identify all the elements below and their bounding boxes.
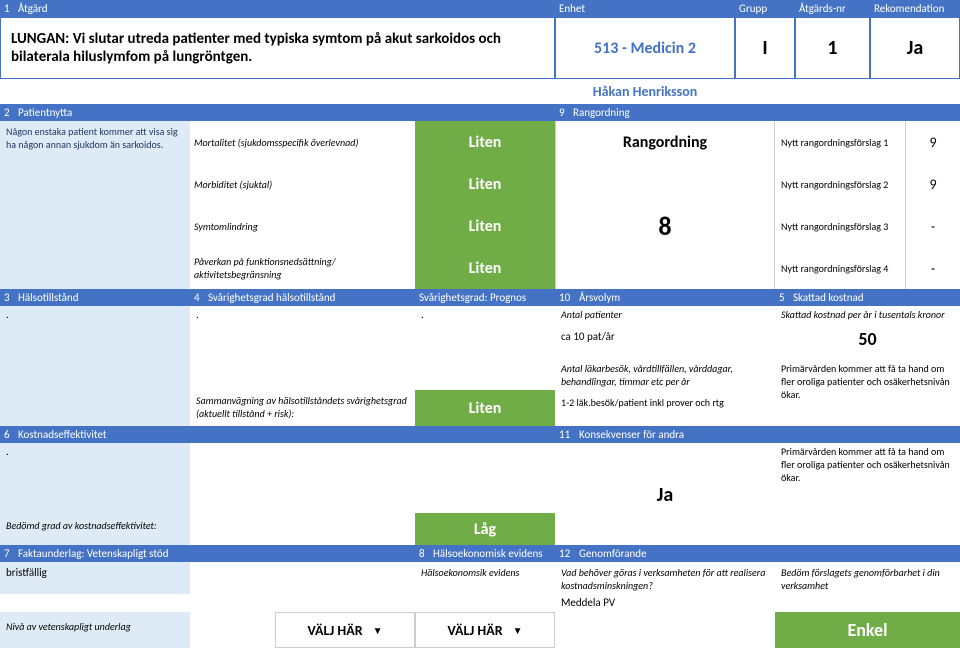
sec7-head: 7 Faktaunderlag: Vetenskapligt stöd xyxy=(0,545,415,562)
sec11-num: 11 xyxy=(559,428,579,441)
hdr-rekom: Rekomendation xyxy=(870,0,960,17)
sec6-primar: Primärvården kommer att få ta hand om fl… xyxy=(775,443,960,483)
patientnytta-text: Någon enstaka patient kommer att visa si… xyxy=(0,121,190,289)
primar1: Primärvården kommer att få ta hand om fl… xyxy=(775,360,960,390)
sec3-title: Hälsotillstånd xyxy=(18,291,78,304)
metric-3-label: Påverkan på funktionsnedsättning/ aktivi… xyxy=(190,247,415,289)
enhet-val: 513 - Medicin 2 xyxy=(594,39,696,58)
niva: Nivå av vetenskapligt underlag xyxy=(0,612,190,648)
metric-2-label: Symtomlindring xyxy=(190,205,415,247)
hdr-enhet: Enhet xyxy=(555,0,735,17)
nytt-3-lab: Nytt rangordningsförslag 4 xyxy=(775,247,905,289)
header-atgard: Åtgärd xyxy=(18,2,47,15)
metric-0-label: Mortalitet (sjukdomsspecifik överlevnad) xyxy=(190,121,415,163)
rang-2: 8 xyxy=(555,205,775,247)
nytt-2-val: - xyxy=(905,205,960,247)
sec2-num: 2 xyxy=(4,106,18,119)
rang-1 xyxy=(555,163,775,205)
dropdown-halsoekonomi[interactable]: VÄLJ HÄR ▼ xyxy=(415,612,555,648)
lag-box: Låg xyxy=(415,513,555,545)
liten-box: Liten xyxy=(415,390,555,426)
sec2-title: Patientnytta xyxy=(18,106,72,119)
sec12-head: 12 Genomförande xyxy=(555,545,960,562)
dot-1: . xyxy=(0,306,190,324)
hdr-grupp: Grupp xyxy=(735,0,795,17)
sec10-num: 10 xyxy=(559,291,579,304)
sec7-num: 7 xyxy=(4,547,18,560)
sec10-title: Årsvolym xyxy=(579,291,620,304)
sec7-title: Faktaunderlag: Vetenskapligt stöd xyxy=(18,547,169,560)
sec5-head: 5 Skattad kostnad xyxy=(775,289,960,306)
rang-3 xyxy=(555,247,775,289)
sec10-head: 10 Årsvolym xyxy=(555,289,775,306)
chevron-down-icon: ▼ xyxy=(513,624,523,637)
sec-prognos-head: Svårighetsgrad: Prognos xyxy=(415,289,555,306)
sec2-head: 2 Patientnytta xyxy=(0,104,555,121)
sec5-title: Skattad kostnad xyxy=(793,291,864,304)
nytt-2-lab: Nytt rangordningsförslag 3 xyxy=(775,205,905,247)
sec8-title: Hälsoekonomisk evidens xyxy=(433,547,543,560)
sec-prognos-title: Svårighetsgrad: Prognos xyxy=(419,291,526,304)
sec4-title: Svårighetsgrad hälsotillstånd xyxy=(208,291,335,304)
sec6-dot: . xyxy=(0,443,190,483)
sec8-head: 8 Hälsoekonomisk evidens xyxy=(415,545,555,562)
sec8-num: 8 xyxy=(419,547,433,560)
dot-2: . xyxy=(190,306,415,324)
sec6-title: Kostnadseffektivitet xyxy=(18,428,107,441)
sec4-head: 4 Svårighetsgrad hälsotillstånd xyxy=(190,289,415,306)
nr-val: 1 xyxy=(795,17,870,79)
nytt-1-val: 9 xyxy=(905,163,960,205)
bedomd: Bedömd grad av kostnadseffektivitet: xyxy=(0,513,190,545)
sec4-num: 4 xyxy=(194,291,208,304)
meddela: Meddela PV xyxy=(555,594,775,612)
sec9-head: 9 Rangordning xyxy=(555,104,960,121)
samman: Sammanvägning av hälsotillståndets svåri… xyxy=(190,390,415,426)
enkel-box: Enkel xyxy=(775,612,960,648)
metric-0-val: Liten xyxy=(415,121,555,163)
sec9-num: 9 xyxy=(559,106,573,119)
rang-0: Rangordning xyxy=(555,121,775,163)
dropdown-vetenskap[interactable]: VÄLJ HÄR ▼ xyxy=(275,612,415,648)
metric-2-val: Liten xyxy=(415,205,555,247)
nytt-0-lab: Nytt rangordningsförslag 1 xyxy=(775,121,905,163)
ca10: ca 10 pat/år xyxy=(555,324,775,360)
sec6-head: 6 Kostnadseffektivitet xyxy=(0,426,555,443)
sec5-num: 5 xyxy=(779,291,793,304)
sec9-title: Rangordning xyxy=(573,106,630,119)
sec6-num: 6 xyxy=(4,428,18,441)
antal-pat: Antal patienter xyxy=(555,306,775,324)
metric-3-val: Liten xyxy=(415,247,555,289)
header-left: 1 Åtgärd xyxy=(0,0,555,17)
ja: Ja xyxy=(555,483,775,513)
sec11-title: Konsekvenser för andra xyxy=(579,428,684,441)
metric-1-label: Morbiditet (sjuktal) xyxy=(190,163,415,205)
header-num: 1 xyxy=(4,2,18,15)
hev: Hälsoekonomsik evidens xyxy=(415,562,555,594)
sec12-num: 12 xyxy=(559,547,579,560)
sec3-num: 3 xyxy=(4,291,18,304)
main-title: LUNGAN: Vi slutar utreda patienter med t… xyxy=(0,17,555,79)
grupp-val: I xyxy=(735,17,795,79)
vad: Vad behöver göras i verksamheten för att… xyxy=(555,562,775,594)
skatt-kost: Skattad kostnad per år i tusentals krono… xyxy=(775,306,960,324)
nytt-0-val: 9 xyxy=(905,121,960,163)
besok-label: Antal läkarbesök, vårdtillfällen, vårdda… xyxy=(555,360,775,390)
nytt-1-lab: Nytt rangordningsförslag 2 xyxy=(775,163,905,205)
brist: bristfällig xyxy=(0,562,190,594)
sec11-head: 11 Konsekvenser för andra xyxy=(555,426,960,443)
chevron-down-icon: ▼ xyxy=(373,624,383,637)
metric-1-val: Liten xyxy=(415,163,555,205)
rekom-val: Ja xyxy=(870,17,960,79)
bedom-lab: Bedöm förslagets genomförbarhet i din ve… xyxy=(775,562,960,594)
sec12-title: Genomförande xyxy=(579,547,647,560)
sec3-head: 3 Hälsotillstånd xyxy=(0,289,190,306)
dot-3: . xyxy=(415,306,555,324)
hdr-nr: Åtgärds-nr xyxy=(795,0,870,17)
nytt-3-val: - xyxy=(905,247,960,289)
lak: 1-2 läk.besök/patient inkl prover och rt… xyxy=(555,390,775,426)
fifty: 50 xyxy=(775,324,960,360)
author: Håkan Henriksson xyxy=(555,79,735,104)
